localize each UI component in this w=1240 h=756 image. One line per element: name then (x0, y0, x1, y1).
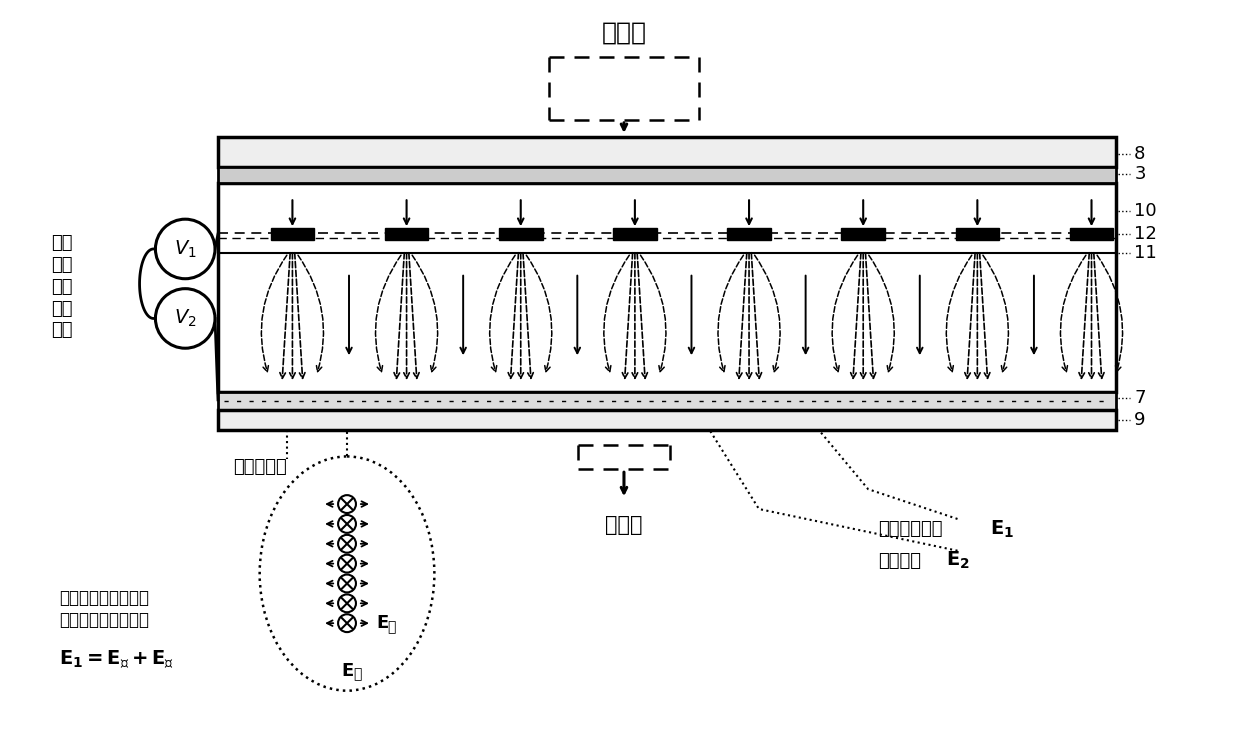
Text: 12: 12 (1135, 225, 1157, 243)
Circle shape (339, 515, 356, 533)
Polygon shape (956, 228, 999, 240)
Text: 垂: 垂 (353, 667, 361, 681)
Polygon shape (1070, 228, 1114, 240)
Text: 面电子积聚: 面电子积聚 (233, 458, 286, 476)
Text: 局域锐化电场: 局域锐化电场 (878, 520, 942, 538)
Polygon shape (270, 228, 314, 240)
Circle shape (155, 219, 215, 279)
Polygon shape (842, 228, 885, 240)
Text: 时序: 时序 (51, 256, 73, 274)
Polygon shape (498, 228, 543, 240)
Circle shape (339, 615, 356, 632)
Text: $\mathbf{E}$: $\mathbf{E}$ (341, 662, 353, 680)
Text: $V_1$: $V_1$ (174, 238, 197, 259)
Text: 的局域电场分布特征: 的局域电场分布特征 (60, 611, 149, 629)
Polygon shape (218, 137, 1116, 166)
Text: 9: 9 (1135, 411, 1146, 429)
Text: 信号: 信号 (51, 321, 73, 339)
Text: 入射光: 入射光 (601, 20, 646, 45)
Text: 7: 7 (1135, 389, 1146, 407)
Text: $\mathbf{E_1}$: $\mathbf{E_1}$ (991, 518, 1014, 540)
Text: 8: 8 (1135, 144, 1146, 163)
Text: $V_2$: $V_2$ (174, 308, 196, 329)
Circle shape (339, 594, 356, 612)
Text: 3: 3 (1135, 165, 1146, 182)
Text: 10: 10 (1135, 203, 1157, 220)
Text: $\mathbf{E_2}$: $\mathbf{E_2}$ (946, 550, 970, 572)
Circle shape (155, 289, 215, 349)
Text: 双路: 双路 (51, 234, 73, 252)
Polygon shape (218, 410, 1116, 429)
Circle shape (339, 575, 356, 593)
Polygon shape (218, 166, 1116, 184)
Text: 金属纳膜阴极表面处: 金属纳膜阴极表面处 (60, 590, 149, 607)
Text: 面: 面 (388, 620, 396, 634)
Circle shape (339, 534, 356, 553)
Circle shape (339, 555, 356, 572)
Polygon shape (727, 228, 771, 240)
Ellipse shape (259, 457, 434, 691)
Circle shape (339, 495, 356, 513)
Text: 控制: 控制 (51, 299, 73, 318)
Text: 11: 11 (1135, 244, 1157, 262)
Text: $\mathbf{E}$: $\mathbf{E}$ (376, 614, 389, 632)
Text: 辅助电场: 辅助电场 (878, 552, 921, 570)
Text: 电压: 电压 (51, 277, 73, 296)
Polygon shape (384, 228, 428, 240)
Text: $\mathbf{E_1 = E_{面}+E_{垂}}$: $\mathbf{E_1 = E_{面}+E_{垂}}$ (60, 649, 174, 671)
Polygon shape (613, 228, 657, 240)
Polygon shape (218, 392, 1116, 410)
Text: 透射光: 透射光 (605, 515, 642, 535)
Polygon shape (218, 184, 1116, 392)
